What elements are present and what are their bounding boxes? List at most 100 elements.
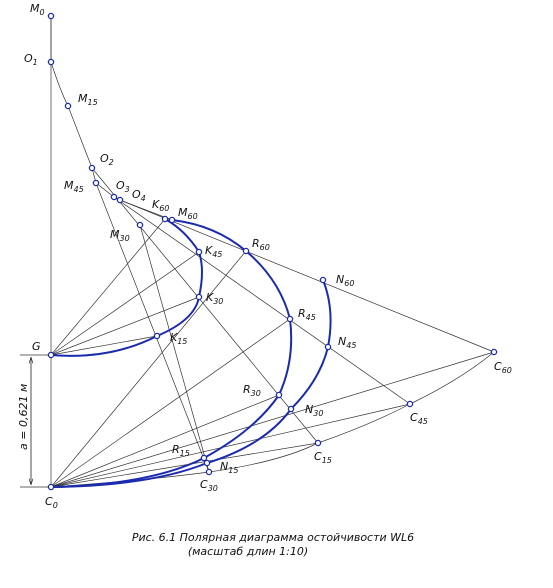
point	[47, 351, 55, 359]
label-base: R	[243, 383, 251, 396]
point-label: N30	[305, 403, 323, 418]
label-base: C	[494, 360, 502, 373]
label-sub: 15	[88, 98, 98, 107]
point-label: N60	[336, 273, 354, 288]
point	[319, 276, 327, 284]
point	[47, 483, 55, 491]
point-label: K30	[206, 291, 223, 306]
label-base: C	[45, 495, 53, 508]
point-label: R45	[298, 307, 316, 322]
label-base: O	[100, 152, 109, 165]
point-label: O1	[24, 52, 38, 67]
label-sub: 4	[141, 194, 146, 203]
caption: Рис. 6.1 Полярная диаграмма остойчивости…	[132, 531, 414, 544]
label-sub: 45	[306, 313, 316, 322]
point-label: M0	[30, 2, 45, 17]
label-base: O	[132, 188, 141, 201]
label-sub: 15	[177, 337, 187, 346]
label-base: K	[152, 198, 160, 211]
label-base: M	[110, 228, 120, 241]
point	[203, 459, 211, 467]
label-sub: 60	[344, 279, 354, 288]
point-label: O4	[132, 188, 146, 203]
label-sub: 60	[502, 366, 512, 375]
label-sub: 60	[159, 204, 169, 213]
point	[195, 248, 203, 256]
label-base: M	[78, 92, 88, 105]
label-base: R	[252, 237, 260, 250]
point-label: R60	[252, 237, 270, 252]
point-label: O2	[100, 152, 114, 167]
label-sub: 15	[180, 449, 190, 458]
label-base: M	[30, 2, 40, 15]
label-sub: 0	[53, 501, 58, 510]
label-sub: 45	[346, 341, 356, 350]
dimension-label: a = 0,621 м	[17, 384, 30, 450]
point	[88, 164, 96, 172]
point-label: G	[32, 340, 41, 353]
label-base: K	[170, 331, 178, 344]
point	[200, 454, 208, 462]
point	[406, 400, 414, 408]
point	[324, 343, 332, 351]
label-base: N	[305, 403, 313, 416]
caption: (масштаб длин 1:10)	[188, 545, 308, 558]
label-base: O	[116, 179, 125, 192]
label-sub: 2	[109, 158, 114, 167]
label-sub: 3	[125, 185, 130, 194]
point	[92, 179, 100, 187]
point	[110, 193, 118, 201]
point	[47, 58, 55, 66]
point-label: M30	[110, 228, 130, 243]
point	[205, 468, 213, 476]
label-sub: 30	[313, 409, 323, 418]
point-label: M45	[64, 179, 84, 194]
point-label: K15	[170, 331, 187, 346]
label-sub: 45	[74, 185, 84, 194]
point	[161, 215, 169, 223]
label-sub: 1	[33, 58, 38, 67]
point-label: K60	[152, 198, 169, 213]
curves	[50, 218, 332, 488]
point	[64, 102, 72, 110]
point-label: M60	[178, 206, 198, 221]
label-base: R	[172, 443, 180, 456]
point-label: C30	[200, 478, 218, 493]
point-label: C45	[410, 411, 428, 426]
label-sub: 45	[212, 250, 222, 259]
label-base: C	[410, 411, 418, 424]
label-sub: 30	[208, 484, 218, 493]
label-sub: 60	[188, 212, 198, 221]
label-base: K	[206, 291, 214, 304]
label-base: C	[200, 478, 208, 491]
point-label: M15	[78, 92, 98, 107]
label-base: M	[178, 206, 188, 219]
point	[153, 332, 161, 340]
point-label: C0	[45, 495, 58, 510]
point-label: R30	[243, 383, 261, 398]
point-label: N15	[220, 460, 238, 475]
point-label: C15	[314, 450, 332, 465]
point-label: N45	[338, 335, 356, 350]
point	[168, 216, 176, 224]
point	[314, 439, 322, 447]
label-base: R	[298, 307, 306, 320]
point	[275, 391, 283, 399]
point	[136, 221, 144, 229]
label-sub: 60	[260, 243, 270, 252]
point	[47, 12, 55, 20]
point	[116, 196, 124, 204]
point-label: R15	[172, 443, 190, 458]
label-sub: 15	[322, 456, 332, 465]
point-label: C60	[494, 360, 512, 375]
point	[242, 247, 250, 255]
label-base: C	[314, 450, 322, 463]
point	[287, 405, 295, 413]
point	[490, 348, 498, 356]
label-sub: 30	[251, 389, 261, 398]
label-base: N	[220, 460, 228, 473]
label-sub: 0	[40, 8, 45, 17]
point	[286, 315, 294, 323]
point-label: K45	[205, 244, 222, 259]
